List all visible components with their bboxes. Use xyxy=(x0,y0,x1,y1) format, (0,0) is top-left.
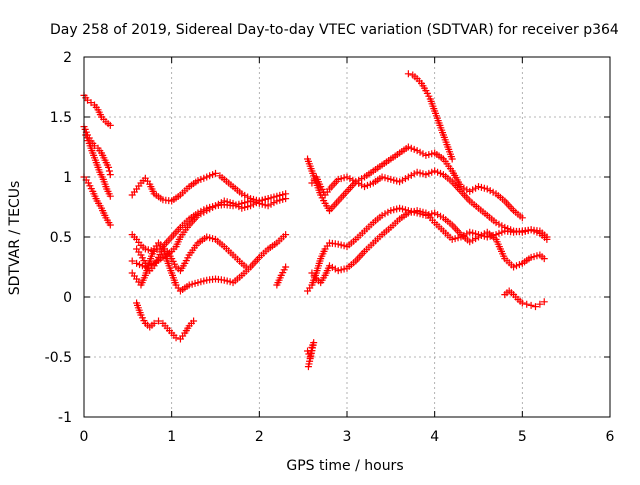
data-point xyxy=(212,169,219,177)
data-point xyxy=(106,192,114,200)
series-track-11 xyxy=(273,263,290,289)
series-track-9 xyxy=(133,233,250,275)
grid xyxy=(84,57,610,417)
series-track-17 xyxy=(404,70,456,163)
y-axis-label: SDTVAR / TECUs xyxy=(7,181,23,296)
x-tick-label: 3 xyxy=(343,429,352,445)
data-point xyxy=(540,255,548,263)
y-tick-label: 1 xyxy=(63,170,72,186)
data-point xyxy=(282,231,290,239)
x-tick-label: 6 xyxy=(606,429,615,445)
data-point xyxy=(106,171,114,179)
x-tick-label: 5 xyxy=(518,429,527,445)
data-point xyxy=(106,121,114,129)
plot-frame xyxy=(83,56,611,418)
series-track-12 xyxy=(304,339,318,371)
y-tick-label: 0.5 xyxy=(50,230,72,246)
data-point xyxy=(448,155,456,163)
x-tick-label: 2 xyxy=(255,429,264,445)
data-point xyxy=(540,298,548,306)
data-point xyxy=(84,96,92,104)
series-track-7 xyxy=(128,195,272,271)
data-point xyxy=(527,301,535,309)
data-point xyxy=(531,303,539,311)
x-axis-label: GPS time / hours xyxy=(286,458,403,474)
y-tick-label: 2 xyxy=(63,50,72,66)
data-point xyxy=(282,263,290,271)
data-point xyxy=(105,163,113,171)
series-track-18 xyxy=(501,287,548,311)
data-points xyxy=(80,70,551,371)
x-tick-label: 0 xyxy=(80,429,89,445)
series-track-3 xyxy=(82,131,114,200)
data-point xyxy=(304,363,312,371)
data-point xyxy=(150,319,158,327)
data-point xyxy=(159,245,167,253)
y-tick-label: -1 xyxy=(58,410,72,426)
data-point xyxy=(128,257,136,265)
series-track-4 xyxy=(80,173,114,229)
series-track-1 xyxy=(80,91,114,129)
x-tick-label: 4 xyxy=(430,429,439,445)
data-point xyxy=(242,263,250,271)
data-point xyxy=(523,300,531,308)
y-tick-label: -0.5 xyxy=(45,350,72,366)
series-track-10 xyxy=(133,299,198,343)
data-point xyxy=(518,214,526,222)
series-track-16 xyxy=(308,167,551,241)
data-point xyxy=(282,195,290,203)
chart-title: Day 258 of 2019, Sidereal Day-to-day VTE… xyxy=(50,22,619,38)
data-point xyxy=(404,70,412,78)
y-tick-label: 1.5 xyxy=(50,110,72,126)
data-point xyxy=(543,233,551,241)
data-point xyxy=(155,317,163,325)
data-point xyxy=(105,167,113,175)
y-tick-label: 0 xyxy=(63,290,72,306)
data-point xyxy=(172,334,180,342)
data-point xyxy=(518,299,526,307)
data-point xyxy=(264,195,272,203)
data-point xyxy=(87,99,95,107)
x-tick-label: 1 xyxy=(167,429,176,445)
data-point xyxy=(536,300,544,308)
data-point xyxy=(190,317,198,325)
data-point xyxy=(106,221,114,229)
